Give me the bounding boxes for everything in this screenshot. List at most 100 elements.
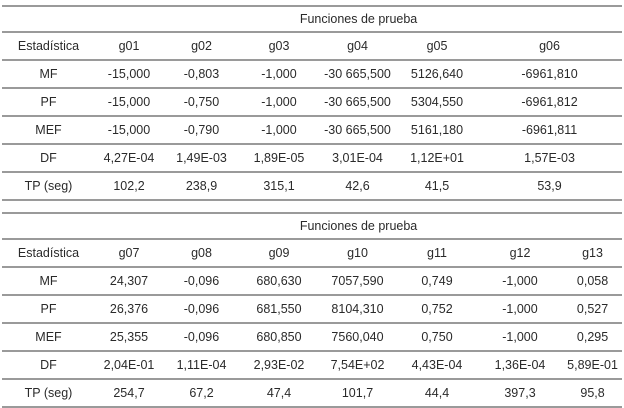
table-cell: -1,000 — [477, 323, 563, 352]
table-row: MEF 25,355 -0,096 680,850 7560,040 0,750 -1,00… — [2, 323, 623, 352]
row-label: PF — [2, 88, 95, 117]
table-row: TP (seg) 102,2 238,9 315,1 42,6 41,5 53,9 — [2, 172, 623, 201]
column-header-g06: g06 — [477, 32, 623, 61]
table-cell: 7560,040 — [318, 323, 397, 352]
table-cell: 1,49E-03 — [163, 144, 240, 173]
table-cell: -0,750 — [163, 88, 240, 117]
table-cell: -1,000 — [240, 60, 318, 89]
table-cell: 0,058 — [563, 267, 623, 296]
table-cell: -0,096 — [163, 323, 240, 352]
table-cell: 5126,640 — [397, 60, 477, 89]
row-label: MF — [2, 267, 95, 296]
table-row: PF 26,376 -0,096 681,550 8104,310 0,752 -1,000… — [2, 295, 623, 324]
table-cell: -1,000 — [240, 88, 318, 117]
table-cell: 2,93E-02 — [240, 351, 318, 380]
table-cell: -0,096 — [163, 267, 240, 296]
table-cell: 44,4 — [397, 379, 477, 408]
column-header-g11: g11 — [397, 239, 477, 268]
row-label: MF — [2, 60, 95, 89]
column-header-row: Estadística g01 g02 g03 g04 g05 g06 — [2, 32, 623, 61]
column-header-row: Estadística g07 g08 g09 g10 g11 g12 g13 — [2, 239, 623, 268]
table-cell: 5161,180 — [397, 116, 477, 145]
table-cell: -1,000 — [477, 267, 563, 296]
table-cell: 47,4 — [240, 379, 318, 408]
table-cell: 0,750 — [397, 323, 477, 352]
table-cell: 680,850 — [240, 323, 318, 352]
table-cell: 4,43E-04 — [397, 351, 477, 380]
header-spacer — [2, 213, 95, 240]
table-cell: 53,9 — [477, 172, 623, 201]
table-cell: -6961,810 — [477, 60, 623, 89]
table-row: MF -15,000 -0,803 -1,000 -30 665,500 5126,640… — [2, 60, 623, 89]
table-cell: 254,7 — [95, 379, 163, 408]
table-cell: -30 665,500 — [318, 116, 397, 145]
table-cell: 238,9 — [163, 172, 240, 201]
group-header: Funciones de prueba — [95, 6, 623, 33]
table-cell: 1,36E-04 — [477, 351, 563, 380]
row-label: TP (seg) — [2, 172, 95, 201]
table-cell: -0,790 — [163, 116, 240, 145]
column-header-g07: g07 — [95, 239, 163, 268]
results-table-2: Funciones de prueba Estadística g07 g08 g09 g… — [2, 212, 623, 408]
column-header-g12: g12 — [477, 239, 563, 268]
table-cell: 397,3 — [477, 379, 563, 408]
table-row: MF 24,307 -0,096 680,630 7057,590 0,749 -1,000… — [2, 267, 623, 296]
row-label: MEF — [2, 116, 95, 145]
table-cell: 26,376 — [95, 295, 163, 324]
table-row: DF 4,27E-04 1,49E-03 1,89E-05 3,01E-04 1,12E+… — [2, 144, 623, 173]
column-header-g05: g05 — [397, 32, 477, 61]
column-header-g03: g03 — [240, 32, 318, 61]
column-header-g01: g01 — [95, 32, 163, 61]
table-cell: -30 665,500 — [318, 88, 397, 117]
column-header-g09: g09 — [240, 239, 318, 268]
table-cell: -0,096 — [163, 295, 240, 324]
table-cell: 24,307 — [95, 267, 163, 296]
table-cell: 95,8 — [563, 379, 623, 408]
table-cell: 680,630 — [240, 267, 318, 296]
table-cell: 1,89E-05 — [240, 144, 318, 173]
table-cell: 0,752 — [397, 295, 477, 324]
column-header-g13: g13 — [563, 239, 623, 268]
table-cell: 315,1 — [240, 172, 318, 201]
row-label: DF — [2, 351, 95, 380]
table-cell: 8104,310 — [318, 295, 397, 324]
table-cell: 1,11E-04 — [163, 351, 240, 380]
table-cell: -30 665,500 — [318, 60, 397, 89]
table-cell: 41,5 — [397, 172, 477, 201]
table-cell: 42,6 — [318, 172, 397, 201]
table-cell: 101,7 — [318, 379, 397, 408]
table-cell: -6961,811 — [477, 116, 623, 145]
table-cell: 3,01E-04 — [318, 144, 397, 173]
table-cell: 67,2 — [163, 379, 240, 408]
table-cell: 0,295 — [563, 323, 623, 352]
column-header-g02: g02 — [163, 32, 240, 61]
group-header-row: Funciones de prueba — [2, 6, 623, 33]
table-cell: 7057,590 — [318, 267, 397, 296]
table-cell: 102,2 — [95, 172, 163, 201]
header-spacer — [2, 6, 95, 33]
table-cell: 25,355 — [95, 323, 163, 352]
column-header-statistic: Estadística — [2, 239, 95, 268]
column-header-g08: g08 — [163, 239, 240, 268]
table-cell: 681,550 — [240, 295, 318, 324]
table-cell: 5,89E-01 — [563, 351, 623, 380]
table-cell: -15,000 — [95, 116, 163, 145]
column-header-g04: g04 — [318, 32, 397, 61]
row-label: PF — [2, 295, 95, 324]
column-header-g10: g10 — [318, 239, 397, 268]
table-cell: 0,527 — [563, 295, 623, 324]
table-cell: 7,54E+02 — [318, 351, 397, 380]
table-cell: -15,000 — [95, 88, 163, 117]
row-label: TP (seg) — [2, 379, 95, 408]
table-cell: -1,000 — [477, 295, 563, 324]
column-header-statistic: Estadística — [2, 32, 95, 61]
table-cell: 0,749 — [397, 267, 477, 296]
table-cell: 5304,550 — [397, 88, 477, 117]
table-cell: 1,57E-03 — [477, 144, 623, 173]
table-cell: -1,000 — [240, 116, 318, 145]
table-cell: 4,27E-04 — [95, 144, 163, 173]
row-label: DF — [2, 144, 95, 173]
group-header: Funciones de prueba — [95, 213, 623, 240]
results-table-1: Funciones de prueba Estadística g01 g02 g03 g… — [2, 5, 623, 201]
table-cell: -15,000 — [95, 60, 163, 89]
